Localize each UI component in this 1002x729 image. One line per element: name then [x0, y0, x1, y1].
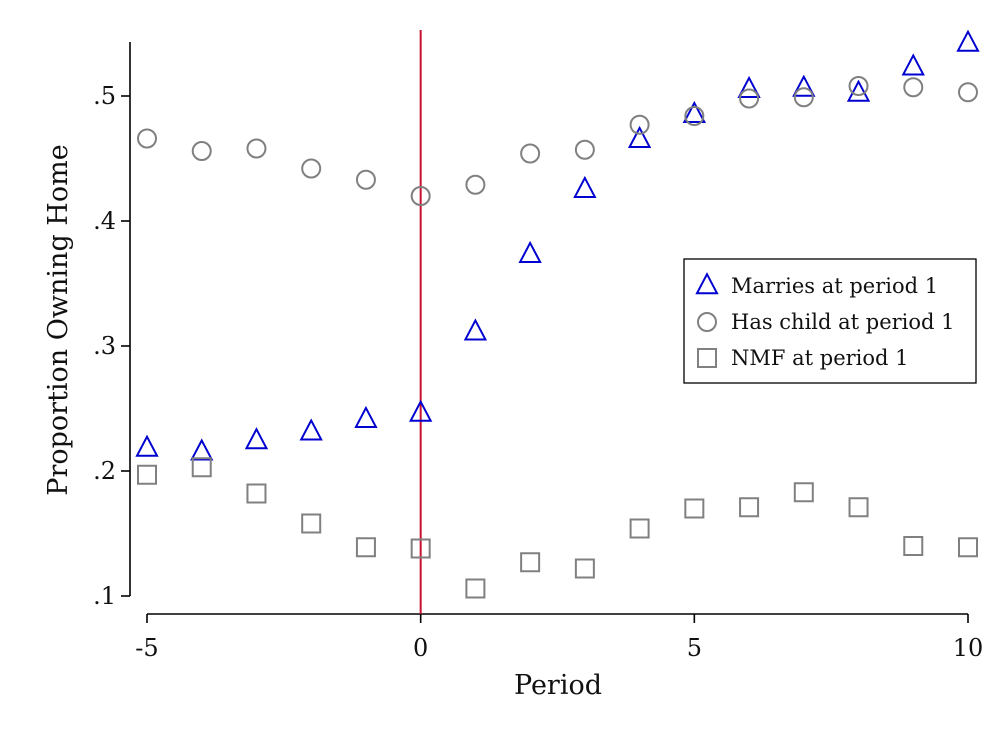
data-point — [903, 77, 924, 98]
legend: Marries at period 1 Has child at period 1… — [683, 258, 977, 384]
series-square — [137, 457, 978, 599]
data-point — [520, 143, 541, 164]
data-point — [137, 128, 157, 149]
data-point — [793, 87, 814, 108]
data-point — [518, 240, 542, 263]
data-point — [191, 141, 212, 161]
data-point — [520, 552, 541, 573]
axes: .1 .2 .3 .4 .5 -5 0 5 10 — [93, 42, 983, 662]
x-axis-title: Period — [514, 670, 602, 701]
data-point — [409, 399, 433, 422]
legend-label: Has child at period 1 — [731, 310, 955, 334]
data-point — [958, 537, 978, 558]
data-point — [629, 114, 650, 135]
data-point — [846, 79, 871, 102]
data-point — [137, 464, 157, 485]
series-triangle — [135, 29, 980, 461]
y-tick-label: .4 — [93, 207, 116, 235]
data-point — [901, 53, 925, 76]
data-point — [190, 438, 214, 461]
data-point — [737, 75, 761, 98]
data-point — [682, 100, 706, 123]
data-point — [465, 578, 486, 599]
data-point — [463, 318, 488, 341]
legend-marker — [697, 348, 717, 368]
data-point — [135, 434, 159, 457]
y-tick-label: .3 — [93, 332, 116, 360]
data-point — [573, 175, 597, 198]
data-point — [301, 513, 322, 534]
legend-marker — [697, 312, 717, 332]
data-point — [191, 457, 212, 478]
x-tick-label: 5 — [687, 634, 702, 662]
data-point — [465, 174, 486, 195]
data-point — [848, 497, 869, 518]
data-point — [903, 536, 924, 556]
y-tick-label: .5 — [93, 82, 116, 110]
data-point — [629, 518, 650, 539]
y-tick-label: .2 — [93, 457, 116, 485]
data-point — [956, 29, 980, 52]
data-point — [355, 169, 376, 190]
data-point — [792, 74, 816, 97]
data-point — [793, 482, 814, 503]
data-point — [627, 125, 652, 148]
data-point — [684, 498, 705, 519]
legend-box — [683, 258, 977, 384]
data-point — [244, 427, 269, 450]
legend-label: NMF at period 1 — [731, 346, 909, 370]
data-point — [299, 418, 323, 441]
legend-label: Marries at period 1 — [731, 274, 938, 298]
y-axis-title: Proportion Owning Home — [43, 144, 74, 495]
data-point — [246, 483, 267, 504]
data-point — [410, 538, 431, 559]
data-point — [354, 405, 378, 428]
x-tick-label: 10 — [953, 634, 984, 662]
data-points — [135, 29, 980, 599]
x-tick-label: -5 — [135, 634, 158, 662]
y-tick-label: .1 — [93, 582, 116, 610]
data-point — [684, 106, 705, 126]
data-point — [574, 558, 595, 579]
series-circle — [137, 76, 978, 206]
data-point — [574, 139, 595, 160]
x-tick-label: 0 — [413, 634, 428, 662]
data-point — [410, 186, 431, 206]
data-point — [739, 497, 760, 518]
data-point — [739, 88, 760, 109]
legend-marker — [695, 272, 719, 295]
data-point — [355, 537, 376, 558]
data-point — [301, 158, 322, 179]
data-point — [246, 138, 267, 159]
data-point — [958, 82, 978, 103]
data-point — [848, 76, 869, 96]
